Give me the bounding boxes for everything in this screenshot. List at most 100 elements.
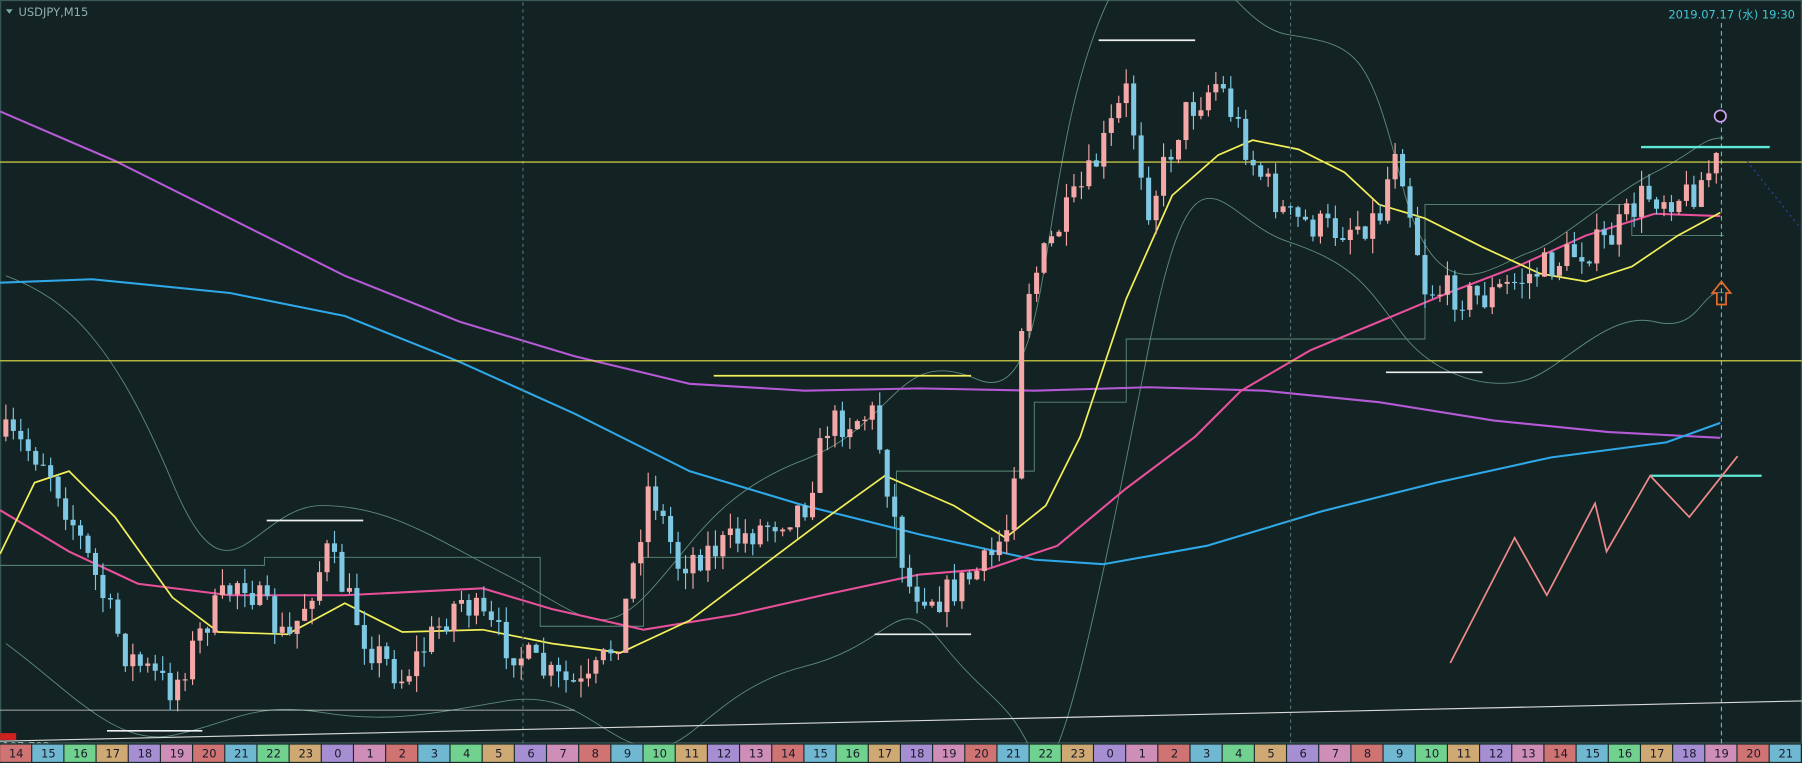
candle-body: [107, 598, 113, 600]
candle-body: [361, 625, 367, 649]
candle-body: [1317, 213, 1323, 237]
candle-body: [1654, 199, 1660, 209]
axis-cell: [1287, 744, 1319, 762]
time-label: 21: [234, 746, 249, 760]
axis-cell: [1447, 744, 1479, 762]
time-label: 8: [1364, 746, 1371, 760]
candle-body: [406, 676, 412, 682]
axis-cell: [611, 744, 643, 762]
candle-body: [481, 597, 487, 612]
candle-body: [85, 535, 91, 553]
axis-cell: [1094, 744, 1126, 762]
axis-cell: [933, 744, 965, 762]
time-label: 19: [942, 746, 957, 760]
candle-body: [145, 663, 151, 666]
candle-body: [563, 671, 569, 681]
time-label: 18: [138, 746, 153, 760]
time-label: 22: [266, 746, 281, 760]
time-label: 1: [1139, 746, 1146, 760]
axis-cell: [675, 744, 707, 762]
candle-body: [1676, 200, 1682, 213]
candle-body: [735, 528, 741, 544]
candle-body: [1698, 180, 1704, 207]
time-label: 19: [170, 746, 185, 760]
candle-body: [130, 654, 136, 667]
candle-body: [660, 510, 666, 516]
candle-body: [1661, 202, 1667, 209]
upper-band: [5, 0, 1724, 621]
candle-body: [1250, 159, 1256, 166]
candle-body: [593, 660, 599, 674]
time-label: 9: [624, 746, 631, 760]
candle-body: [742, 533, 748, 544]
candle-body: [802, 505, 808, 518]
candle-body: [1004, 530, 1010, 542]
candle-body: [1101, 132, 1107, 167]
trend-line: [0, 700, 1802, 742]
candle-body: [279, 626, 285, 633]
candle-body: [1504, 281, 1510, 284]
axis-cell: [901, 744, 933, 762]
candle-body: [1407, 186, 1413, 218]
time-label: 18: [1682, 746, 1697, 760]
step-line: [0, 204, 1724, 627]
time-label: 23: [1071, 746, 1086, 760]
candle-body: [1474, 285, 1480, 296]
axis-cell: [1029, 744, 1061, 762]
time-label: 6: [1300, 746, 1307, 760]
axis-cell: [1705, 744, 1737, 762]
time-label: 1: [366, 746, 373, 760]
axis-cell: [1480, 744, 1512, 762]
candle-body: [615, 652, 621, 655]
candle-body: [70, 519, 76, 526]
axis-cell: [1769, 744, 1801, 762]
candle-body: [137, 654, 143, 666]
candle-body: [1601, 229, 1607, 236]
time-label: 13: [1521, 746, 1536, 760]
time-label: 23: [298, 746, 313, 760]
candle-body: [892, 496, 898, 517]
candle-body: [1332, 218, 1338, 238]
axis-cell: [128, 744, 160, 762]
candle-body: [436, 626, 442, 628]
candle-body: [518, 658, 524, 666]
axis-cell: [450, 744, 482, 762]
axis-cell: [514, 744, 546, 762]
candle-body: [966, 572, 972, 580]
candle-body: [981, 550, 987, 572]
candle-body: [1071, 186, 1077, 198]
time-label: 18: [910, 746, 925, 760]
time-label: 15: [41, 746, 56, 760]
axis-cell: [32, 744, 64, 762]
candle-body: [974, 571, 980, 580]
time-label: 3: [1203, 746, 1210, 760]
candle-body: [869, 405, 875, 420]
candle-body: [511, 658, 517, 666]
axis-cell: [965, 744, 997, 762]
candle-body: [1049, 236, 1055, 244]
candle-body: [907, 567, 913, 587]
candle-body: [1205, 92, 1211, 111]
candle-body: [204, 628, 211, 633]
candle-body: [234, 583, 240, 595]
symbol-label: USDJPY,M15: [18, 5, 88, 19]
candle-body: [570, 680, 577, 682]
candle-body: [324, 543, 330, 573]
candle-body: [1668, 202, 1674, 213]
axis-cell: [740, 744, 772, 762]
candle-body: [1228, 88, 1234, 117]
time-label: 10: [652, 746, 667, 760]
candle-body: [1527, 273, 1533, 284]
time-label: 0: [1106, 746, 1113, 760]
candle-body: [854, 421, 860, 430]
zigzag: [1449, 455, 1739, 664]
candle-body: [466, 600, 472, 616]
candle-body: [1235, 116, 1241, 119]
axis-cell: [1383, 744, 1415, 762]
axis-cell: [868, 744, 900, 762]
time-label: 2: [1171, 746, 1178, 760]
candle-body: [795, 505, 801, 528]
axis-cell: [836, 744, 868, 762]
frame: [0, 0, 1802, 744]
candle-body: [488, 611, 494, 621]
